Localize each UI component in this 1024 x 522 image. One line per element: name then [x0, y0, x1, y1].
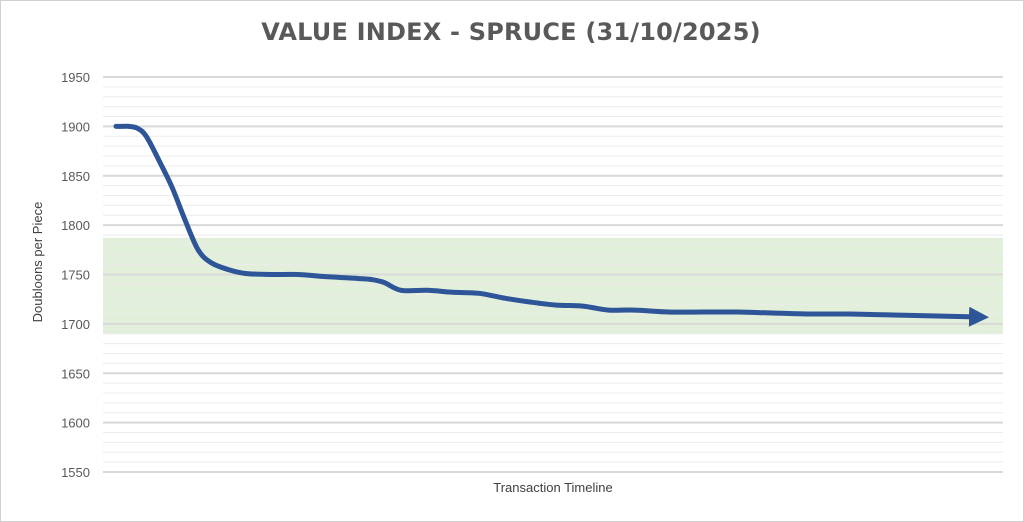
- series-line: [113, 123, 989, 327]
- chart-title: VALUE INDEX - SPRUCE (31/10/2025): [261, 18, 761, 46]
- y-tick-label: 1800: [61, 218, 90, 233]
- y-tick-label: 1600: [61, 416, 90, 431]
- y-tick-label: 1550: [61, 465, 90, 480]
- y-tick-label: 1850: [61, 169, 90, 184]
- y-tick-label: 1700: [61, 317, 90, 332]
- y-tick-label: 1650: [61, 366, 90, 381]
- y-tick-label: 1750: [61, 268, 90, 283]
- target-band: [103, 237, 1003, 334]
- x-axis-label: Transaction Timeline: [493, 480, 613, 495]
- y-tick-label: 1950: [61, 70, 90, 85]
- y-tick-label: 1900: [61, 119, 90, 134]
